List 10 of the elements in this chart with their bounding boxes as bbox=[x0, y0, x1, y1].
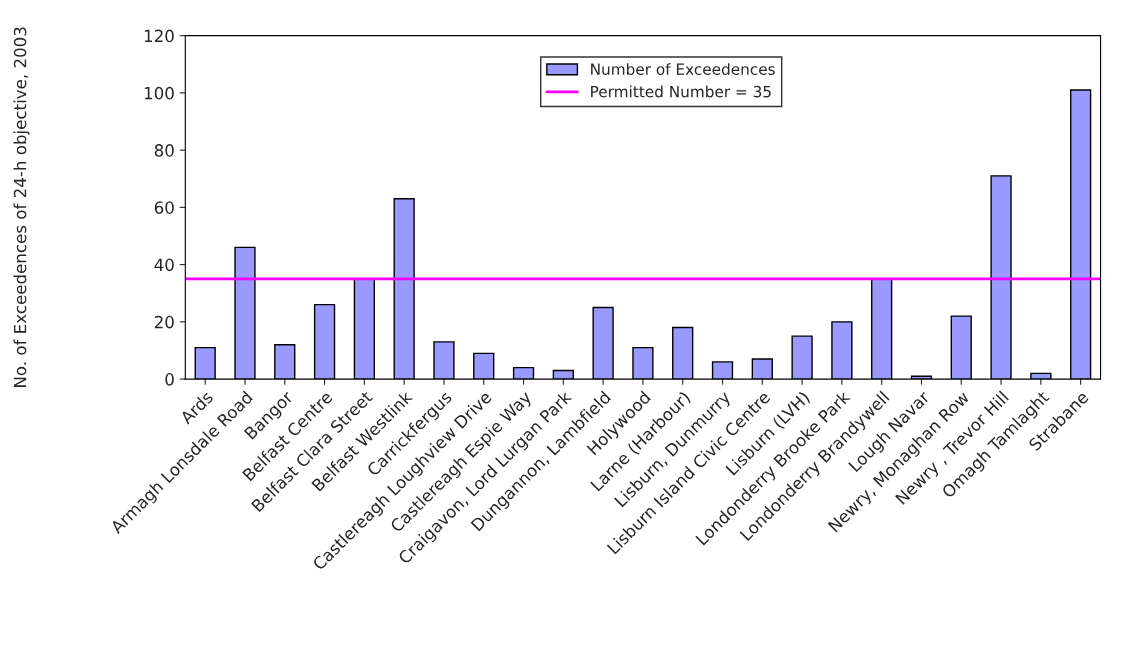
y-tick-label: 80 bbox=[154, 144, 174, 157]
legend-label: Permitted Number = 35 bbox=[591, 85, 771, 98]
y-tick-label: 40 bbox=[154, 258, 174, 272]
y-tick-label: 60 bbox=[154, 201, 174, 214]
y-tick-label: 120 bbox=[144, 29, 174, 43]
y-tick-label: 100 bbox=[144, 86, 174, 100]
y-axis-title: No. of Exceedences of 24-h objective, 2003 bbox=[13, 27, 30, 387]
y-tick-label: 20 bbox=[154, 315, 174, 329]
legend-label: Number of Exceedences bbox=[591, 63, 775, 75]
y-tick-label: 0 bbox=[165, 373, 174, 386]
